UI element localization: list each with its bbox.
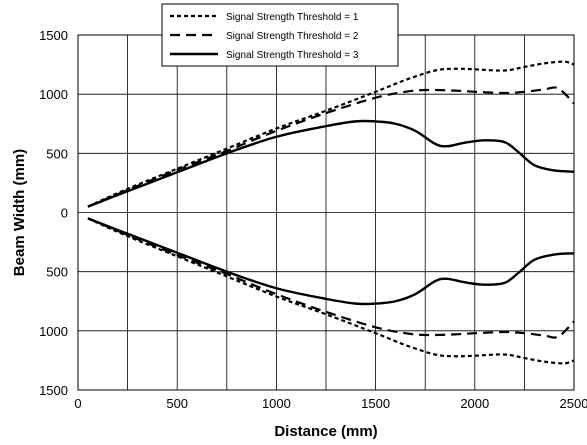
y-tick-label: 1000 bbox=[39, 87, 68, 102]
y-tick-label: 1500 bbox=[39, 28, 68, 43]
legend-label: Signal Strength Threshold = 1 bbox=[226, 12, 359, 23]
y-tick-label: 1500 bbox=[39, 383, 68, 398]
legend-label: Signal Strength Threshold = 2 bbox=[226, 31, 359, 42]
y-tick-label: 500 bbox=[46, 146, 68, 161]
y-tick-label: 500 bbox=[46, 265, 68, 280]
grid bbox=[78, 34, 575, 391]
legend-box bbox=[161, 3, 399, 67]
series-1-upper-line bbox=[87, 60, 575, 208]
y-tick-label: 1000 bbox=[39, 324, 68, 339]
series-3-lower-line bbox=[87, 217, 575, 306]
series-3-upper-line bbox=[87, 119, 575, 208]
y-axis-ticks: 1500 1000 500 0 500 1000 1500 bbox=[39, 28, 68, 398]
y-axis-title: Beam Width (mm) bbox=[11, 149, 28, 276]
series-2-lower-line bbox=[87, 217, 575, 339]
legend: Signal Strength Threshold = 1 Signal Stre… bbox=[161, 3, 399, 67]
x-tick-label: 500 bbox=[166, 396, 188, 411]
x-tick-label: 2000 bbox=[460, 396, 489, 411]
legend-label: Signal Strength Threshold = 3 bbox=[226, 50, 359, 61]
x-tick-label: 0 bbox=[74, 396, 81, 411]
series-1-lower-line bbox=[87, 217, 575, 365]
y-tick-label: 0 bbox=[61, 206, 68, 221]
plot-lines bbox=[87, 60, 575, 365]
x-axis-title: Distance (mm) bbox=[274, 423, 377, 440]
x-axis-ticks: 0 500 1000 1500 2000 2500 bbox=[74, 396, 587, 411]
x-tick-label: 2500 bbox=[560, 396, 587, 411]
x-tick-label: 1000 bbox=[262, 396, 291, 411]
series-2-upper-line bbox=[87, 86, 575, 208]
x-tick-label: 1500 bbox=[361, 396, 390, 411]
